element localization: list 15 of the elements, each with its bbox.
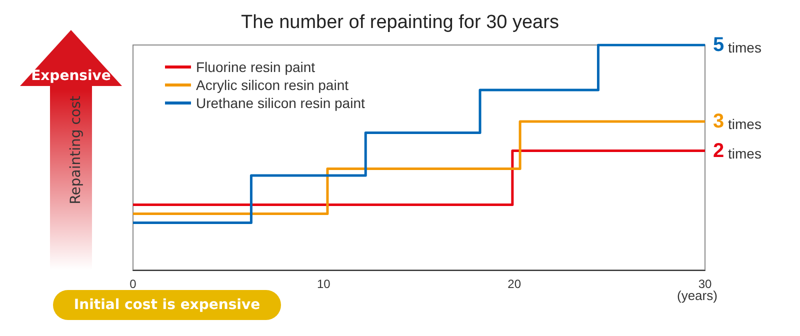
text: Initial cost is expensive: [53, 290, 281, 320]
text: 3 times: [713, 110, 762, 132]
text: 2 times: [713, 140, 762, 162]
text: Expensive: [30, 68, 112, 84]
x-tick-label: 0: [130, 277, 137, 291]
x-tick-label: 10: [316, 277, 331, 291]
x-tick-label: 20: [508, 277, 522, 291]
chart-title: The number of repainting for 30 years: [241, 12, 559, 33]
x-axis-title: (years): [677, 288, 718, 303]
x-tick-label: 30: [698, 277, 712, 291]
legend-label: Urethane silicon resin paint: [196, 95, 365, 111]
y-axis-title: Repainting cost: [68, 96, 84, 204]
text: 5 times: [713, 34, 762, 56]
legend-label: Acrylic silicon resin paint: [196, 77, 349, 93]
legend-label: Fluorine resin paint: [196, 59, 316, 75]
